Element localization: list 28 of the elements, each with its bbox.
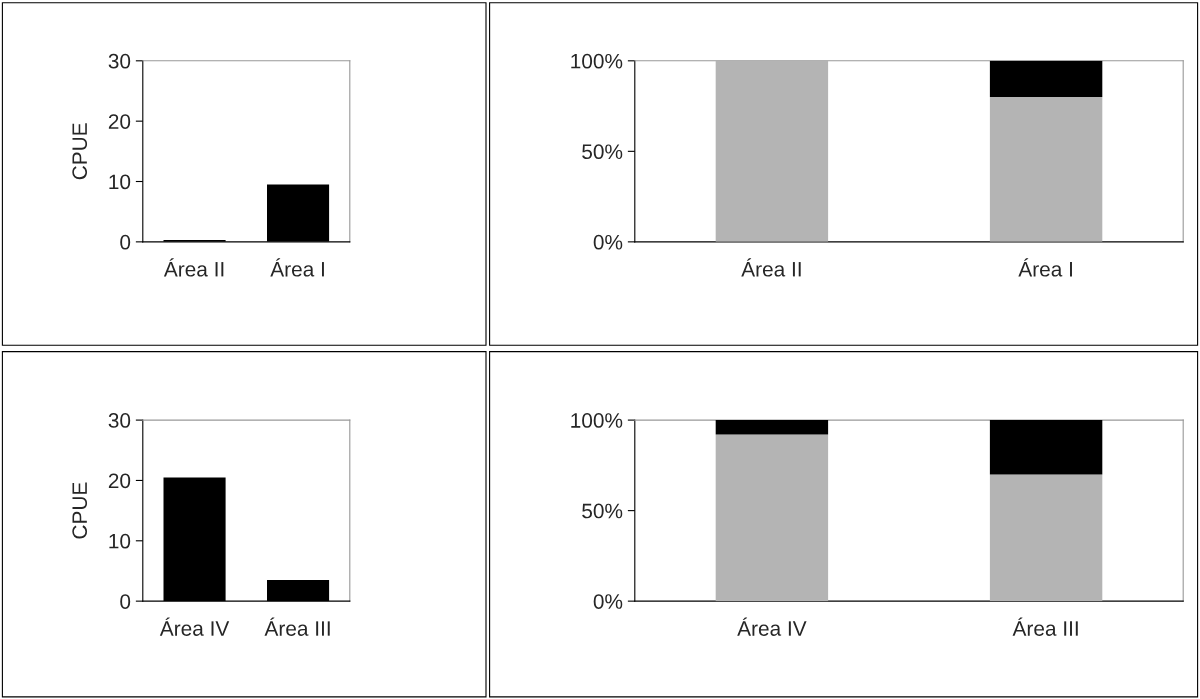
x-tick-label: Área IV (159, 617, 230, 636)
y-tick-label: 100% (571, 413, 623, 428)
y-tick-label: 20 (108, 114, 131, 129)
y-axis-title: CPUE (72, 123, 88, 180)
y-tick-label: 0% (593, 234, 623, 250)
bar (989, 420, 1103, 475)
bar (715, 420, 829, 435)
bar (989, 474, 1103, 602)
x-tick-label: Área IV (737, 617, 807, 636)
y-tick-label: 50% (582, 144, 623, 160)
bar (715, 434, 829, 602)
y-tick-label: 0 (120, 594, 131, 609)
x-tick-label: Área III (264, 617, 330, 636)
y-tick-label: 30 (108, 53, 131, 69)
y-tick-label: 0 (120, 234, 131, 250)
x-tick-label: Área II (741, 258, 801, 277)
y-tick-label: 0% (593, 594, 623, 609)
x-tick-label: Área III (1012, 617, 1078, 636)
y-axis-title: CPUE (72, 482, 88, 539)
x-tick-label: Área II (163, 258, 224, 277)
y-tick-label: 50% (582, 503, 623, 519)
y-tick-label: 20 (108, 473, 131, 489)
x-tick-label: Área I (1018, 258, 1072, 277)
y-tick-label: 30 (108, 413, 131, 428)
x-tick-label: Área I (270, 258, 324, 277)
y-tick-label: 10 (109, 174, 131, 190)
y-tick-label: 10 (109, 533, 131, 549)
y-tick-label: 100% (571, 53, 623, 69)
